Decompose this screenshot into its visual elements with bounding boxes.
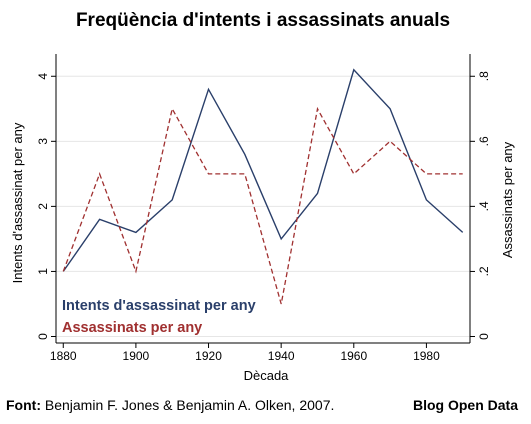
series-line-attempts bbox=[62, 68, 464, 272]
legend-entry-attempts: Intents d'assassinat per any bbox=[62, 298, 256, 314]
chart: Freqüència d'intents i assassinats anual… bbox=[10, 10, 515, 383]
y-right-tick-label: .8 bbox=[477, 71, 491, 81]
y-right-tick-label: 0 bbox=[477, 333, 491, 340]
x-tick-label: 1900 bbox=[123, 349, 150, 363]
source-label: Font: bbox=[6, 397, 41, 413]
legend-entry-assassinations: Assassinats per any bbox=[62, 320, 202, 336]
y-right-tick-label: .6 bbox=[477, 136, 491, 146]
legend: Intents d'assassinat per any Assassinats… bbox=[62, 298, 256, 336]
y-left-tick-label: 2 bbox=[36, 203, 50, 210]
x-axis-title: Dècada bbox=[244, 368, 290, 383]
y-axis-right-title: Assassinats per any bbox=[500, 141, 515, 258]
y-left-tick-label: 1 bbox=[36, 268, 50, 275]
y-left-tick-label: 3 bbox=[36, 138, 50, 145]
x-tick-label: 1940 bbox=[268, 349, 295, 363]
series-group bbox=[62, 68, 464, 305]
x-tick-label: 1920 bbox=[195, 349, 222, 363]
footer: Font: Benjamin F. Jones & Benjamin A. Ol… bbox=[6, 397, 518, 413]
x-tick-label: 1880 bbox=[50, 349, 77, 363]
chart-title: Freqüència d'intents i assassinats anual… bbox=[76, 10, 450, 31]
source-text: Benjamin F. Jones & Benjamin A. Olken, 2… bbox=[44, 397, 335, 413]
x-tick-label: 1980 bbox=[413, 349, 440, 363]
series-line-assassinations bbox=[62, 106, 463, 305]
brand-label: Blog Open Data bbox=[412, 397, 518, 413]
y-left-tick-label: 4 bbox=[36, 73, 50, 80]
y-right-tick-label: .2 bbox=[477, 266, 491, 276]
axes: 0 1 2 3 4 0 .2 .4 .6 .8 1880 1900 1920 1940 1960 1980 bbox=[36, 54, 491, 363]
y-axis-left-title: Intents d'assassinat per any bbox=[10, 122, 25, 283]
x-tick-label: 1960 bbox=[340, 349, 367, 363]
y-right-tick-label: .4 bbox=[477, 201, 491, 211]
gridlines bbox=[56, 75, 470, 337]
y-left-tick-label: 0 bbox=[36, 333, 50, 340]
